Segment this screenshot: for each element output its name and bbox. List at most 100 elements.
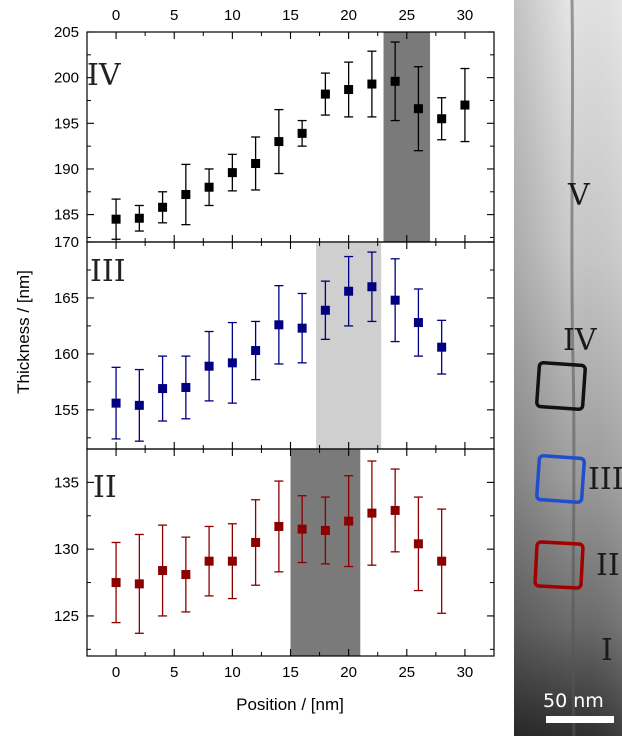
panel-iii-data-point xyxy=(367,282,377,292)
panel-iv-data-point xyxy=(251,158,261,168)
micrograph-shading xyxy=(514,0,622,736)
panel-iii-data-point xyxy=(297,323,307,333)
panel-ii-data-point xyxy=(158,566,168,576)
top-x-tick-label: 20 xyxy=(340,7,357,24)
micrograph-label: V xyxy=(567,178,591,213)
panel-iii-data-point xyxy=(390,295,400,305)
x-axis-title: Position / [nm] xyxy=(236,695,344,714)
panel-iv-data-point xyxy=(367,79,377,89)
top-x-tick-label: 0 xyxy=(112,7,120,24)
panel-iv-data-point xyxy=(344,85,354,95)
panel-ii-data-point xyxy=(134,579,144,589)
panel-ii-data-point xyxy=(320,525,330,535)
micrograph-region-box xyxy=(533,540,585,590)
panel-iii-data-point xyxy=(274,320,284,330)
panel-iv-data-point xyxy=(181,190,191,200)
bottom-x-tick-label: 0 xyxy=(112,664,120,681)
micrograph-boxes xyxy=(533,360,587,590)
micrograph-label: I xyxy=(601,633,613,668)
panel-iv-data-point xyxy=(390,76,400,86)
panel-iv-data-point xyxy=(413,104,423,114)
micrograph-label: IV xyxy=(563,323,598,358)
panel-iv-data-point xyxy=(274,137,284,147)
panel-iv-data-point xyxy=(204,182,214,192)
panel-iii-data-point xyxy=(413,318,423,328)
bottom-x-tick-labels: 0 5 10 15 20 25 30 xyxy=(112,664,473,681)
panel-iv-data-point xyxy=(460,100,470,110)
panel-ii-data-point xyxy=(111,578,121,588)
panel-ii-data-point xyxy=(344,516,354,526)
panel-iii-frame xyxy=(86,241,495,450)
panel-iv-y-tick-label: 205 xyxy=(54,24,79,41)
micrograph-label: III xyxy=(588,462,622,497)
micrograph-region-box xyxy=(535,360,587,412)
panel-iii-data-point xyxy=(227,358,237,368)
panel-iii: 155 160 165 170 III xyxy=(54,234,495,450)
panel-iv-data-point xyxy=(297,128,307,138)
bottom-x-tick-label: 15 xyxy=(282,664,299,681)
panel-ii-data-point xyxy=(251,537,261,547)
panel-iii-y-tick-label: 165 xyxy=(54,290,79,307)
panel-iii-data-point xyxy=(111,398,121,408)
panel-iv-data-point xyxy=(111,214,121,224)
panel-iv-y-tick-label: 185 xyxy=(54,207,79,224)
interface-line xyxy=(570,0,576,736)
panel-iv: 185 190 195 200 205 IV xyxy=(54,24,495,243)
panel-ii-data-point xyxy=(390,505,400,515)
panel-iv-y-tick-label: 190 xyxy=(54,161,79,178)
panel-iv-data-point xyxy=(320,89,330,99)
panel-ii-data-point xyxy=(204,556,214,566)
top-x-tick-label: 10 xyxy=(224,7,241,24)
panel-ii-data-point xyxy=(181,570,191,580)
panel-ii-data-point xyxy=(367,508,377,518)
plot-panels: 185 190 195 200 205 IV 155 160 165 170 III 125 130 13… xyxy=(54,24,495,657)
panel-iv-label: IV xyxy=(87,58,122,93)
panel-ii-y-tick-label: 130 xyxy=(54,541,79,558)
panel-iii-data-point xyxy=(158,384,168,394)
panel-iii-data-point xyxy=(320,305,330,315)
micrograph-region-box xyxy=(535,454,586,504)
panel-iv-y-tick-label: 195 xyxy=(54,115,79,132)
bottom-x-tick-label: 20 xyxy=(340,664,357,681)
y-axis-title: Thickness / [nm] xyxy=(14,270,33,394)
panel-iv-data-point xyxy=(158,202,168,212)
panel-ii-data-point xyxy=(274,521,284,531)
top-x-tick-labels: 0 5 10 15 20 25 30 xyxy=(112,7,473,24)
panel-iii-data-point xyxy=(134,400,144,410)
panel-ii-y-tick-label: 135 xyxy=(54,474,79,491)
panel-iii-y-tick-label: 155 xyxy=(54,402,79,419)
panel-iii-label: III xyxy=(90,254,126,289)
scale-bar-label: 50 nm xyxy=(543,690,604,712)
panel-iii-data-point xyxy=(344,286,354,296)
top-x-tick-label: 25 xyxy=(398,7,415,24)
panel-ii: 125 130 135 II xyxy=(54,448,495,657)
panel-ii-data-point xyxy=(413,539,423,549)
panel-iii-y-tick-label: 160 xyxy=(54,346,79,363)
panel-ii-data-point xyxy=(297,524,307,534)
panel-ii-data-point xyxy=(437,556,447,566)
micrograph-label: II xyxy=(596,548,620,583)
panel-iv-data-point xyxy=(437,114,447,124)
panel-iii-y-tick-label: 170 xyxy=(54,234,79,251)
panel-iv-data-point xyxy=(134,213,144,223)
bottom-x-tick-label: 5 xyxy=(170,664,178,681)
panel-ii-y-tick-label: 125 xyxy=(54,608,79,625)
panel-ii-label: II xyxy=(93,470,117,505)
scale-bar xyxy=(546,716,614,723)
panel-iii-data-point xyxy=(437,342,447,352)
panel-ii-data-point xyxy=(227,556,237,566)
panel-iv-highlight-band xyxy=(383,32,431,242)
panel-iv-y-tick-label: 200 xyxy=(54,70,79,87)
panel-iii-data-point xyxy=(251,346,261,356)
bottom-x-tick-label: 30 xyxy=(457,664,474,681)
top-x-tick-label: 15 xyxy=(282,7,299,24)
panel-iv-data-point xyxy=(227,168,237,178)
bottom-x-tick-label: 10 xyxy=(224,664,241,681)
top-x-tick-label: 30 xyxy=(457,7,474,24)
top-x-tick-label: 5 xyxy=(170,7,178,24)
panel-iv-frame xyxy=(86,31,495,243)
panel-iii-data-point xyxy=(204,361,214,371)
